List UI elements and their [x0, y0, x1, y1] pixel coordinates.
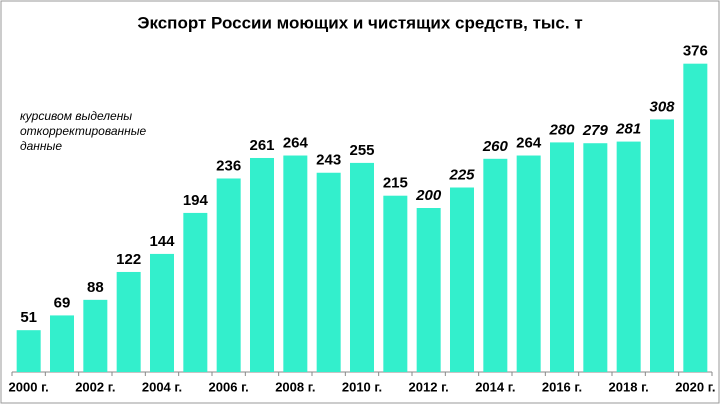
value-label: 69: [54, 294, 71, 311]
bar: [550, 142, 574, 372]
bar: [50, 315, 74, 372]
value-label: 243: [316, 152, 341, 169]
bar: [316, 172, 341, 372]
x-tick-label: 2018 г.: [609, 379, 649, 394]
bar: [283, 155, 308, 372]
bar: [383, 195, 408, 372]
x-tick-label: 2010 г.: [342, 379, 382, 394]
annotation: откорректированные: [20, 124, 147, 138]
value-label: 200: [415, 187, 442, 204]
value-label: 279: [582, 122, 609, 139]
bar: [216, 178, 241, 372]
value-label: 261: [249, 137, 274, 154]
value-label: 236: [216, 157, 241, 174]
bar: [683, 63, 708, 373]
bar: [183, 212, 208, 372]
value-label: 88: [87, 279, 104, 296]
bar: [616, 141, 641, 372]
value-label: 264: [516, 134, 542, 151]
bar: [516, 155, 541, 372]
value-label: 51: [20, 309, 37, 326]
x-tick-label: 2014 г.: [475, 379, 515, 394]
bar: [450, 187, 474, 372]
x-tick-label: 2000 г.: [9, 379, 49, 394]
value-label: 260: [482, 138, 509, 155]
value-label: 194: [183, 192, 209, 209]
bar: [16, 330, 41, 372]
value-label: 280: [548, 121, 575, 138]
bar: [83, 299, 108, 372]
x-tick-label: 2016 г.: [542, 379, 582, 394]
bar: [650, 119, 674, 372]
annotation: данные: [20, 139, 62, 153]
x-tick-label: 2008 г.: [275, 379, 315, 394]
x-tick-label: 2002 г.: [75, 379, 115, 394]
x-tick-label: 2012 г.: [409, 379, 449, 394]
bar: [350, 162, 374, 372]
value-label: 144: [149, 233, 175, 250]
value-label: 281: [615, 121, 641, 138]
value-label: 215: [383, 175, 408, 192]
value-label: 264: [283, 134, 309, 151]
chart-title: Экспорт России моющих и чистящих средств…: [137, 13, 582, 32]
bar: [150, 253, 174, 372]
bar: [116, 271, 141, 372]
value-label: 225: [448, 166, 475, 183]
value-label: 376: [683, 43, 708, 60]
annotation: курсивом выделены: [20, 109, 132, 123]
x-tick-label: 2004 г.: [142, 379, 182, 394]
bar: [416, 208, 441, 372]
value-label: 122: [116, 251, 141, 268]
x-tick-label: 2020 г.: [675, 379, 715, 394]
value-label: 255: [349, 142, 374, 159]
bar: [250, 157, 274, 372]
value-label: 308: [649, 98, 675, 115]
bar: [583, 143, 608, 372]
bar: [483, 158, 508, 372]
x-tick-label: 2006 г.: [209, 379, 249, 394]
